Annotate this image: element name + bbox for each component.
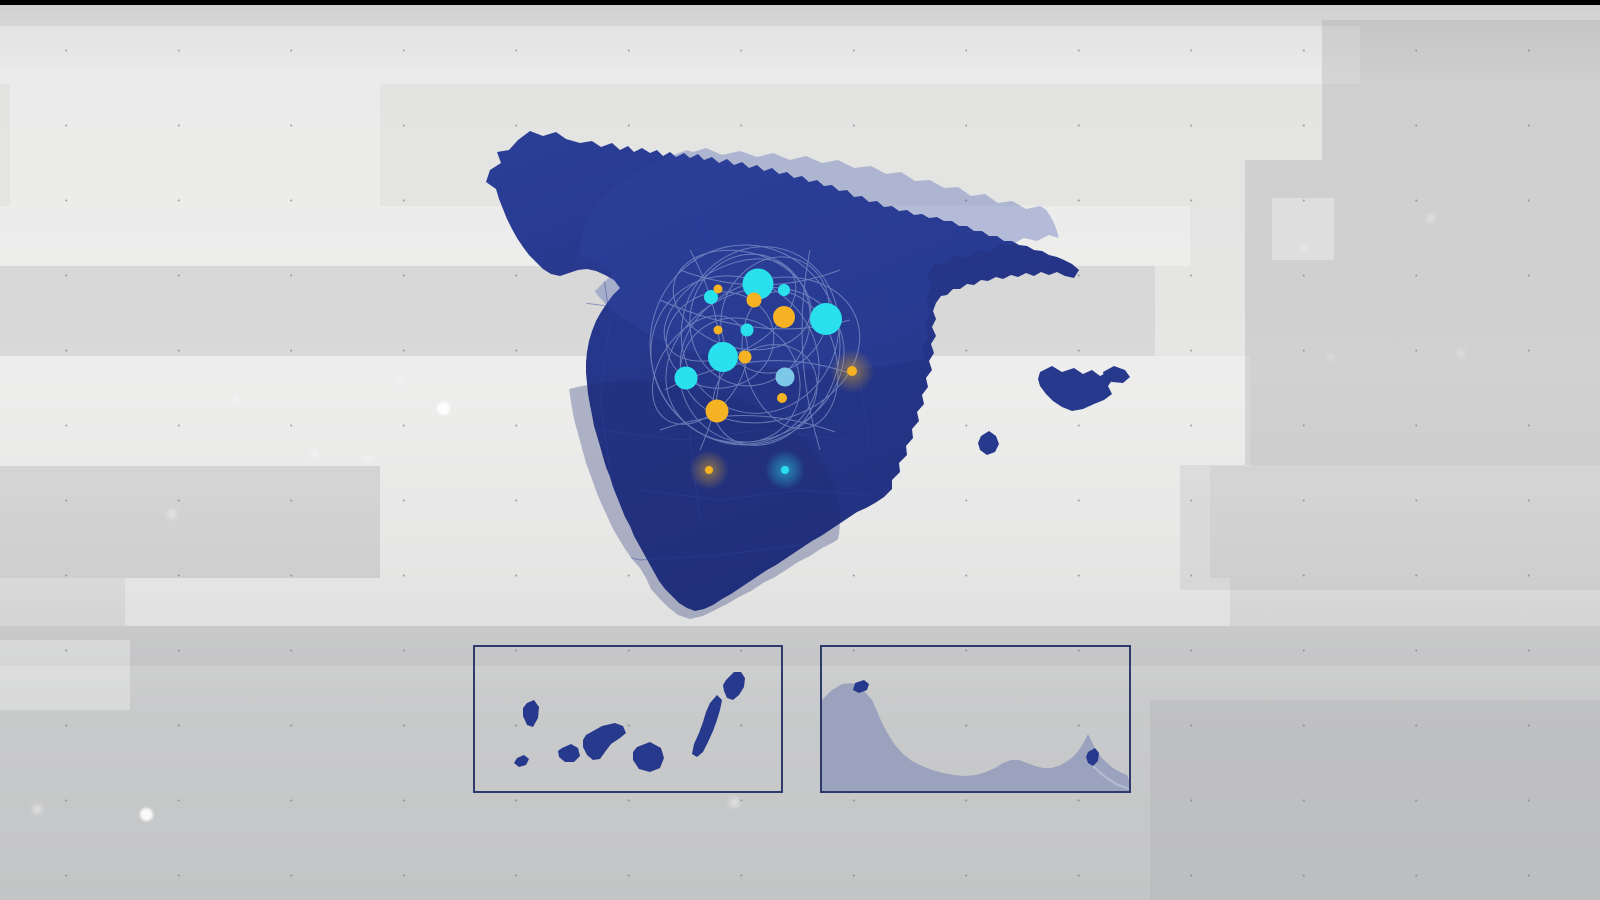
bubble-b04[interactable] <box>674 366 698 390</box>
bubble-b09[interactable] <box>781 466 789 474</box>
bubble-b14[interactable] <box>713 284 723 294</box>
melilla-shape <box>1086 748 1099 766</box>
bokeh-dot <box>140 808 153 821</box>
bubble-b16[interactable] <box>777 393 787 403</box>
mallorca-shape <box>1038 366 1113 411</box>
bubble-b12[interactable] <box>738 350 752 364</box>
bubble-b10[interactable] <box>773 306 795 328</box>
bubble-b18[interactable] <box>705 466 713 474</box>
tenerife-shape <box>583 723 626 760</box>
bubble-b11[interactable] <box>705 399 729 423</box>
bokeh-dot <box>730 798 739 807</box>
bubble-b03[interactable] <box>708 342 738 372</box>
bokeh-dot <box>311 450 319 458</box>
bubble-b02[interactable] <box>810 303 842 335</box>
bubble-b15[interactable] <box>713 325 723 335</box>
bubble-b08[interactable] <box>775 367 795 387</box>
africa-coast-shape <box>822 683 1129 791</box>
bubble-b07[interactable] <box>740 323 754 337</box>
mainland-group <box>486 130 1079 619</box>
bubble-layer <box>674 268 857 474</box>
bubble-b13[interactable] <box>746 292 762 308</box>
la-palma-shape <box>523 700 539 727</box>
africa-border-line <box>1092 765 1130 790</box>
bokeh-dot <box>1328 355 1333 360</box>
inset-canary-islands[interactable] <box>473 645 783 793</box>
balearic-islands-group <box>978 366 1130 455</box>
bokeh-dot <box>168 510 176 518</box>
bokeh-dot <box>1300 245 1306 251</box>
ceuta-shape <box>853 680 869 693</box>
bubble-b17[interactable] <box>847 366 857 376</box>
menorca-shape <box>1103 366 1130 383</box>
letterbox-top-bar <box>0 0 1600 5</box>
bubble-b06[interactable] <box>778 284 790 296</box>
bubble-b05[interactable] <box>704 290 718 304</box>
bokeh-dot <box>437 402 450 415</box>
canary-islands-group <box>514 672 745 772</box>
bokeh-dot <box>365 455 372 462</box>
inset-ceuta-melilla[interactable] <box>820 645 1131 793</box>
north-africa-group <box>822 680 1130 791</box>
ibiza-shape <box>978 431 999 455</box>
lanzarote-shape <box>723 672 745 700</box>
bubble-b01[interactable] <box>742 268 774 300</box>
bokeh-dot <box>33 805 42 814</box>
bokeh-dot <box>398 378 404 384</box>
bokeh-dot <box>1427 215 1434 222</box>
gran-canaria-shape <box>633 742 664 772</box>
fuerteventura-shape <box>692 695 722 757</box>
bokeh-dot <box>1458 350 1464 356</box>
el-hierro-shape <box>514 755 529 767</box>
bokeh-dot <box>232 396 239 403</box>
la-gomera-shape <box>558 744 580 762</box>
